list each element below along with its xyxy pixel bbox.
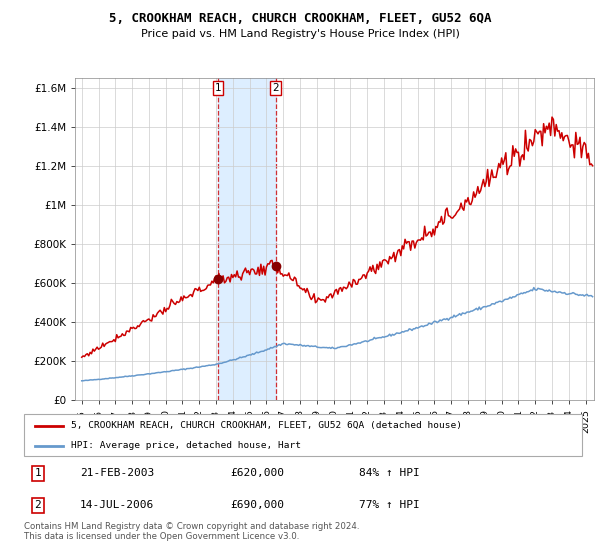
Text: 5, CROOKHAM REACH, CHURCH CROOKHAM, FLEET, GU52 6QA: 5, CROOKHAM REACH, CHURCH CROOKHAM, FLEE… [109,12,491,25]
Text: £620,000: £620,000 [230,468,284,478]
Text: HPI: Average price, detached house, Hart: HPI: Average price, detached house, Hart [71,441,301,450]
Text: £690,000: £690,000 [230,500,284,510]
Text: 84% ↑ HPI: 84% ↑ HPI [359,468,419,478]
Text: 21-FEB-2003: 21-FEB-2003 [80,468,154,478]
Text: 14-JUL-2006: 14-JUL-2006 [80,500,154,510]
Bar [218,78,275,400]
Text: Price paid vs. HM Land Registry's House Price Index (HPI): Price paid vs. HM Land Registry's House … [140,29,460,39]
Text: 2: 2 [272,83,279,93]
Text: Contains HM Land Registry data © Crown copyright and database right 2024.
This d: Contains HM Land Registry data © Crown c… [24,522,359,542]
FancyBboxPatch shape [24,414,582,456]
Text: 1: 1 [35,468,41,478]
Text: 1: 1 [215,83,221,93]
Text: 2: 2 [35,500,41,510]
Text: 77% ↑ HPI: 77% ↑ HPI [359,500,419,510]
Text: 5, CROOKHAM REACH, CHURCH CROOKHAM, FLEET, GU52 6QA (detached house): 5, CROOKHAM REACH, CHURCH CROOKHAM, FLEE… [71,421,463,430]
